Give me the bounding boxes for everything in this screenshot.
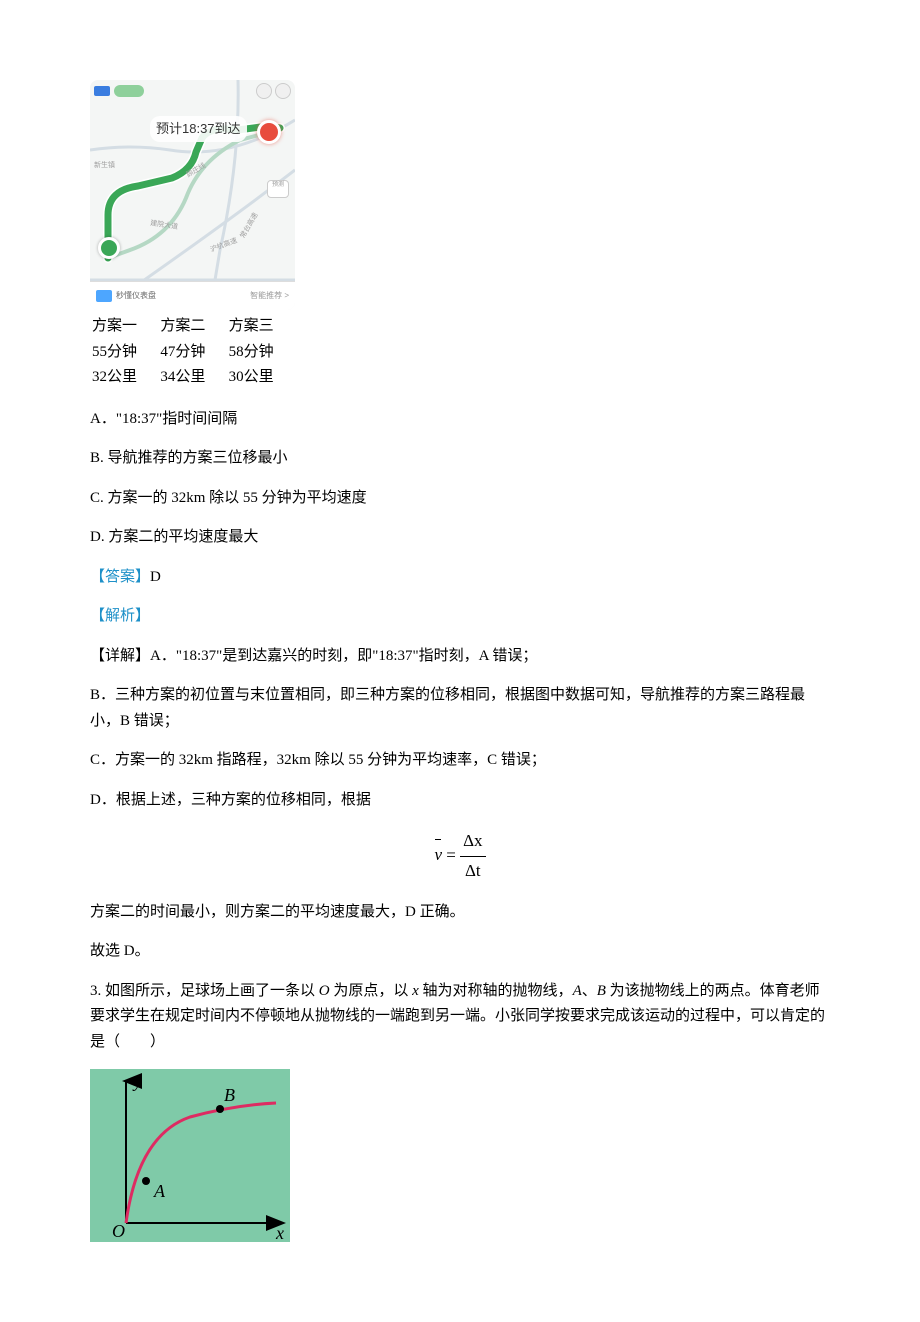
destination-marker-icon <box>257 120 281 144</box>
q3-prefix: 3. 如图所示，足球场上画了一条以 <box>90 983 319 999</box>
formula-eq: = <box>442 845 460 864</box>
map-svg <box>90 80 295 310</box>
q3-B: B <box>597 983 606 999</box>
option-d: D. 方案二的平均速度最大 <box>90 525 830 551</box>
start-marker-icon <box>98 237 120 259</box>
formula-num: Δx <box>460 827 485 857</box>
analysis-label-line: 【解析】 <box>90 604 830 630</box>
plans-header-row: 方案一 方案二 方案三 <box>90 314 295 340</box>
plan-2-name: 方案二 <box>158 314 226 340</box>
plan-1-dist: 32公里 <box>90 365 158 391</box>
detail-c: C．方案一的 32km 指路程，32km 除以 55 分钟为平均速率，C 错误； <box>90 748 830 774</box>
y-axis-label: y <box>132 1071 142 1091</box>
detail-d: D．根据上述，三种方案的位移相同，根据 <box>90 788 830 814</box>
detail-a-text: A．"18:37"是到达嘉兴的时刻，即"18:37"指时刻，A 错误； <box>150 648 537 664</box>
plan-2-time: 47分钟 <box>158 340 226 366</box>
conclusion: 故选 D。 <box>90 939 830 965</box>
q3-O: O <box>319 983 330 999</box>
plan-1-time: 55分钟 <box>90 340 158 366</box>
formula-avg-velocity: v = ΔxΔt <box>90 827 830 886</box>
q3-text: 3. 如图所示，足球场上画了一条以 O 为原点，以 x 轴为对称轴的抛物线，A、… <box>90 979 830 1056</box>
plans-time-row: 55分钟 47分钟 58分钟 <box>90 340 295 366</box>
answer-label: 【答案】 <box>90 569 150 585</box>
plan-2-dist: 34公里 <box>158 365 226 391</box>
intelligent-recommend-label: 智能推荐 > <box>250 289 289 303</box>
q3-svg: A B O x y <box>90 1069 290 1242</box>
map-phone-frame: 常台高速沪杭高速建院大道新生镇顾庄线 预计18:37到达 预测 秒懂仪表盘 智能… <box>90 80 295 310</box>
map-figure: 常台高速沪杭高速建院大道新生镇顾庄线 预计18:37到达 预测 秒懂仪表盘 智能… <box>90 80 295 310</box>
option-b: B. 导航推荐的方案三位移最小 <box>90 446 830 472</box>
detail-b: B．三种方案的初位置与末位置相同，即三种方案的位移相同，根据图中数据可知，导航推… <box>90 683 830 734</box>
detail-d-cont: 方案二的时间最小，则方案二的平均速度最大，D 正确。 <box>90 900 830 926</box>
road-label: 新生镇 <box>94 160 115 172</box>
plan-3-time: 58分钟 <box>227 340 295 366</box>
point-b-label: B <box>224 1085 235 1105</box>
dashboard-label: 秒懂仪表盘 <box>116 289 156 303</box>
arrival-time-pill: 预计18:37到达 <box>150 116 247 142</box>
q3-x: x <box>412 983 419 999</box>
plans-table: 方案一 方案二 方案三 55分钟 47分钟 58分钟 32公里 34公里 30公… <box>90 314 295 391</box>
x-axis-label: x <box>275 1223 284 1242</box>
parabola-curve <box>126 1103 276 1223</box>
detail-label: 【详解】 <box>90 648 150 664</box>
formula-lhs: v <box>434 845 442 864</box>
option-a: A．"18:37"指时间间隔 <box>90 407 830 433</box>
dashboard-icon <box>96 290 112 302</box>
q3-mid2: 轴为对称轴的抛物线， <box>419 983 573 999</box>
plan-3-name: 方案三 <box>227 314 295 340</box>
map-bottom-panel: 秒懂仪表盘 智能推荐 > <box>90 281 295 310</box>
detail-a: 【详解】A．"18:37"是到达嘉兴的时刻，即"18:37"指时刻，A 错误； <box>90 644 830 670</box>
plans-dist-row: 32公里 34公里 30公里 <box>90 365 295 391</box>
q3-figure: A B O x y <box>90 1069 290 1242</box>
analysis-label: 【解析】 <box>90 608 150 624</box>
point-a-label: A <box>153 1181 166 1201</box>
option-c: C. 方案一的 32km 除以 55 分钟为平均速度 <box>90 486 830 512</box>
q3-sep: 、 <box>582 983 597 999</box>
origin-label: O <box>112 1221 125 1241</box>
formula-den: Δt <box>460 857 485 886</box>
answer-value: D <box>150 569 161 585</box>
point-b-icon <box>216 1105 224 1113</box>
point-a-icon <box>142 1177 150 1185</box>
answer-line: 【答案】D <box>90 565 830 591</box>
predict-badge: 预测 <box>267 180 289 198</box>
plan-1-name: 方案一 <box>90 314 158 340</box>
plan-3-dist: 30公里 <box>227 365 295 391</box>
q3-mid1: 为原点，以 <box>330 983 413 999</box>
q3-A: A <box>573 983 582 999</box>
